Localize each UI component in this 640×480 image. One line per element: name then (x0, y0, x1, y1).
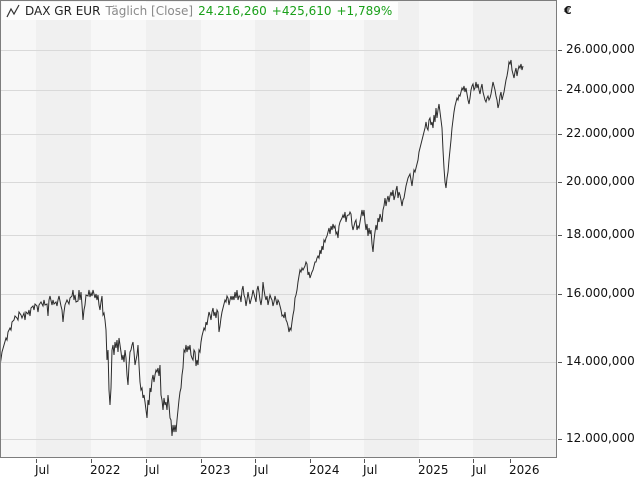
y-axis-label: 12.000,000 (566, 431, 635, 445)
x-axis-label: 2025 (418, 463, 449, 477)
last-price: 24.216,260 (198, 4, 267, 18)
line-chart-icon (6, 4, 20, 18)
time-bands (0, 0, 557, 458)
y-axis-label: 26.000,000 (566, 42, 635, 56)
time-band (146, 0, 201, 458)
x-axis-label: 2022 (90, 463, 121, 477)
x-axis-label: Jul (254, 463, 269, 477)
y-axis-label: 24.000,000 (566, 82, 635, 96)
y-axis-label: 14.000,000 (566, 354, 635, 368)
x-axis-label: 2023 (200, 463, 231, 477)
x-axis-label: Jul (363, 463, 378, 477)
grid-lines (0, 50, 557, 440)
x-axis-label: Jul (35, 463, 50, 477)
y-axis-label: 18.000,000 (566, 227, 635, 241)
currency-label: € (564, 4, 572, 17)
chart-legend: DAX GR EUR Täglich [Close] 24.216,260 +4… (2, 2, 399, 20)
instrument-name: DAX GR EUR (25, 4, 101, 18)
absolute-change: +425,610 (271, 4, 332, 18)
x-axis-label: Jul (145, 463, 160, 477)
x-axis-label: Jul (472, 463, 487, 477)
interval-mode: Täglich [Close] (105, 4, 194, 18)
time-band (473, 0, 557, 458)
time-band (36, 0, 91, 458)
y-axis-label: 16.000,000 (566, 286, 635, 300)
x-axis-label: 2024 (309, 463, 340, 477)
time-band (364, 0, 419, 458)
x-ticks (36, 459, 511, 463)
y-axis-label: 22.000,000 (566, 126, 635, 140)
price-line[interactable] (0, 59, 524, 437)
time-band (255, 0, 310, 458)
x-axis-label: 2026 (509, 463, 540, 477)
y-ticks (558, 50, 562, 440)
percent-change: +1,789% (336, 4, 393, 18)
plot-frame (0, 0, 557, 458)
y-axis-label: 20.000,000 (566, 174, 635, 188)
